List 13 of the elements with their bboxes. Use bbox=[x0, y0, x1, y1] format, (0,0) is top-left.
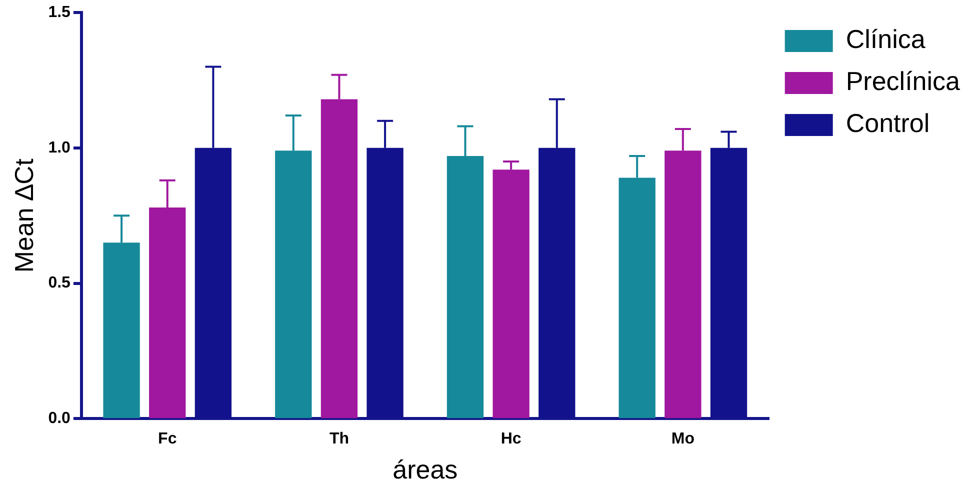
x-axis-title: áreas bbox=[392, 454, 458, 485]
x-tick-label: Th bbox=[329, 430, 349, 448]
x-tick-label: Hc bbox=[500, 430, 522, 448]
x-tick-label: Fc bbox=[158, 430, 177, 448]
y-tick-label: 1.5 bbox=[48, 4, 71, 22]
y-tick-label: 0.5 bbox=[48, 274, 71, 292]
y-tick-label: 1.0 bbox=[48, 139, 71, 156]
y-tick-label: 0.0 bbox=[48, 410, 71, 428]
legend-label: Control bbox=[846, 108, 930, 138]
legend-label: Clínica bbox=[846, 24, 926, 54]
legend-label: Preclínica bbox=[846, 66, 961, 96]
y-axis-title: Mean ∆Ct bbox=[8, 158, 39, 273]
x-tick-label: Mo bbox=[671, 430, 695, 448]
